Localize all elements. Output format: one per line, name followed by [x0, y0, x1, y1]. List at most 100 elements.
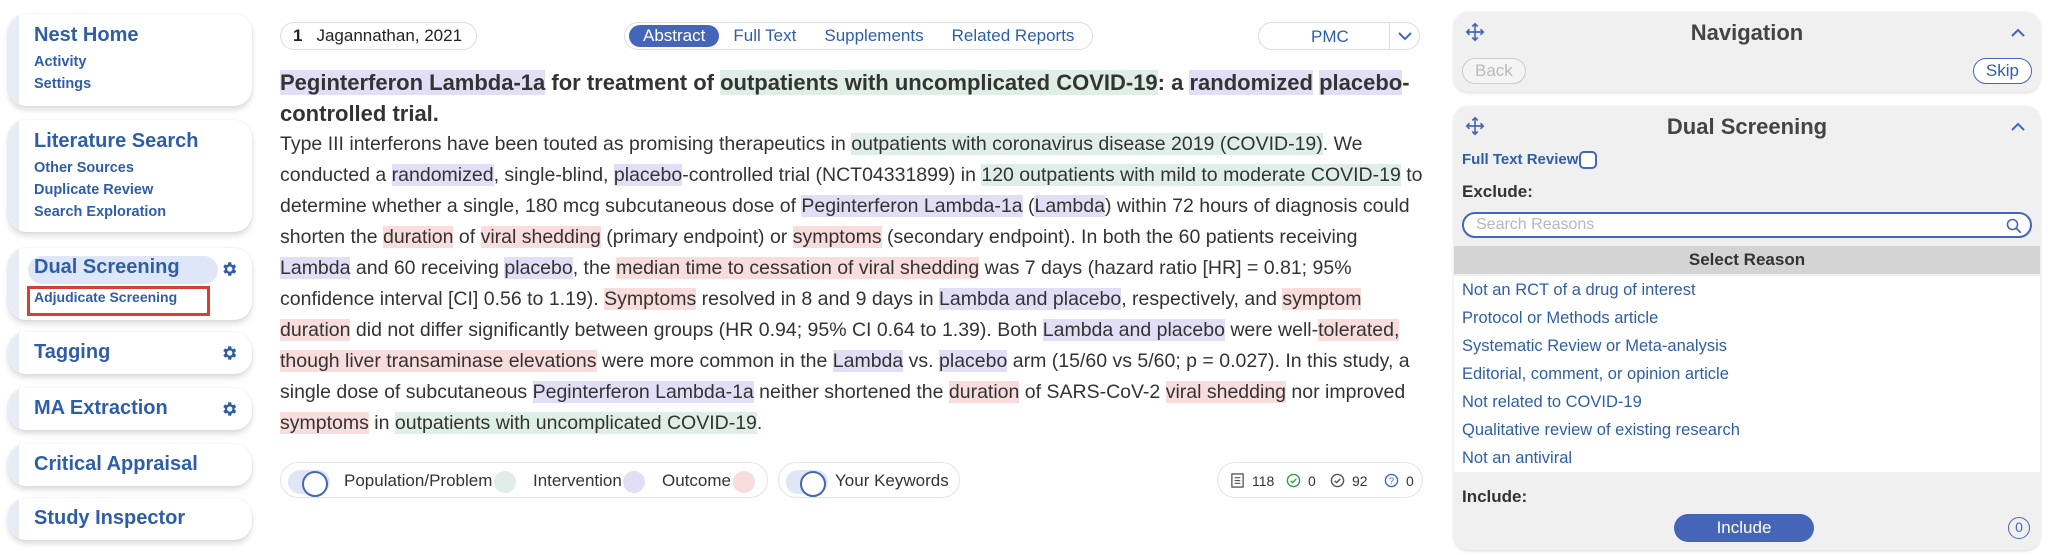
- dual-screening-card: Dual Screening Adjudicate Screening: [8, 248, 252, 320]
- nav-settings[interactable]: Settings: [34, 76, 92, 92]
- card-accent-strip: [8, 332, 19, 374]
- search-icon[interactable]: [2006, 218, 2022, 234]
- question-circle-icon: ?: [1384, 473, 1399, 488]
- legend-intervention: Intervention: [533, 471, 622, 490]
- intervention-swatch: [623, 471, 645, 493]
- exclude-reason-item[interactable]: Editorial, comment, or opinion article: [1462, 365, 1729, 383]
- outcome-highlight: Symptoms: [604, 288, 697, 310]
- nav-other-sources[interactable]: Other Sources: [34, 160, 134, 176]
- exclude-reason-item[interactable]: Not an antiviral: [1462, 449, 1573, 467]
- intervention-highlight: Lambda: [280, 257, 351, 279]
- outcome-highlight: symptoms: [792, 226, 882, 248]
- text-segment: neither shortened the: [753, 381, 949, 403]
- annotation-highlight-box: [27, 286, 210, 316]
- tab-supplements[interactable]: Supplements: [824, 26, 924, 45]
- exclude-label: Exclude:: [1462, 182, 1533, 201]
- gear-icon[interactable]: [220, 260, 238, 278]
- text-segment: (primary endpoint) or: [600, 226, 793, 248]
- text-segment: -controlled trial.: [280, 70, 1410, 126]
- tagging-card: Tagging: [8, 332, 252, 374]
- nest-home-card: Nest Home Activity Settings: [8, 14, 252, 106]
- nav-study-inspector[interactable]: Study Inspector: [34, 507, 186, 529]
- select-reason-header: Select Reason: [1454, 246, 2040, 274]
- card-accent-strip: [8, 388, 19, 430]
- chevron-up-icon[interactable]: [2008, 23, 2028, 43]
- excluded-circle-icon: [1330, 473, 1345, 488]
- tab-abstract[interactable]: Abstract: [629, 25, 720, 47]
- svg-text:?: ?: [1389, 476, 1394, 486]
- exclude-reason-item[interactable]: Protocol or Methods article: [1462, 309, 1659, 327]
- critical-appraisal-card: Critical Appraisal: [8, 444, 252, 486]
- search-reasons-input[interactable]: Search Reasons: [1462, 212, 2032, 238]
- check-circle-icon: [1286, 473, 1301, 488]
- pico-highlight-toggle[interactable]: [288, 470, 330, 497]
- navigation-panel: Navigation Back Skip: [1454, 12, 2040, 92]
- list-icon: [1231, 473, 1244, 488]
- intervention-highlight: Lambda: [832, 350, 904, 372]
- total-count: 118: [1252, 473, 1275, 489]
- text-segment: arm (15/60 vs 5/60; p = 0.027). In this …: [280, 350, 1410, 403]
- outcome-highlight: median time to cessation of viral sheddi…: [616, 257, 980, 279]
- gear-icon[interactable]: [220, 400, 238, 418]
- legend-population: Population/Problem: [344, 471, 493, 490]
- chevron-up-icon[interactable]: [2008, 117, 2028, 137]
- keywords-highlight-toggle[interactable]: [786, 470, 828, 497]
- include-button[interactable]: Include: [1674, 514, 1814, 542]
- navigation-title: Navigation: [1690, 20, 1804, 45]
- back-button[interactable]: Back: [1462, 58, 1526, 84]
- full-text-review-checkbox[interactable]: [1579, 151, 1597, 169]
- nav-dual-screening[interactable]: Dual Screening: [34, 256, 180, 278]
- population-highlight: outpatients with coronavirus disease 201…: [851, 133, 1323, 155]
- exclude-reason-list: Not an RCT of a drug of interest Protoco…: [1454, 276, 2040, 472]
- nav-adjudicate-screening[interactable]: Adjudicate Screening: [34, 289, 178, 305]
- dual-screening-title: Dual Screening: [1666, 114, 1828, 139]
- article-abstract: Type III interferons have been touted as…: [280, 129, 1425, 439]
- skip-button[interactable]: Skip: [1972, 58, 2032, 84]
- article-title: Peginterferon Lambda-1a for treatment of…: [280, 67, 1425, 129]
- tab-related-reports[interactable]: Related Reports: [951, 26, 1075, 45]
- text-segment: for treatment of: [545, 70, 721, 95]
- population-swatch: [494, 471, 516, 493]
- outcome-swatch: [733, 471, 755, 493]
- source-select[interactable]: PMC: [1258, 22, 1420, 50]
- intervention-highlight: Peginterferon Lambda-1a: [532, 381, 754, 403]
- population-highlight: 120 outpatients with mild to moderate CO…: [981, 164, 1401, 186]
- intervention-highlight: Lambda: [1034, 195, 1105, 217]
- nav-search-exploration[interactable]: Search Exploration: [34, 204, 167, 220]
- text-segment: were well-: [1224, 319, 1319, 341]
- text-segment: Type III interferons have been touted as…: [280, 133, 852, 155]
- full-text-review-label: Full Text Review: [1462, 151, 1579, 168]
- study-inspector-card: Study Inspector: [8, 498, 252, 540]
- text-segment: of: [453, 226, 481, 248]
- move-icon[interactable]: [1464, 115, 1486, 137]
- text-segment: were more common in the: [596, 350, 833, 372]
- ma-extraction-card: MA Extraction: [8, 388, 252, 430]
- nav-critical-appraisal[interactable]: Critical Appraisal: [34, 453, 198, 475]
- population-highlight: outpatients with uncomplicated COVID-19: [394, 412, 757, 434]
- dropdown-toggle[interactable]: [1389, 23, 1419, 49]
- citation-chip[interactable]: 1 Jagannathan, 2021: [280, 22, 478, 50]
- exclude-reason-item[interactable]: Not related to COVID-19: [1462, 393, 1642, 411]
- nav-ma-extraction[interactable]: MA Extraction: [34, 397, 168, 419]
- exclude-reason-item[interactable]: Systematic Review or Meta-analysis: [1462, 337, 1727, 355]
- card-accent-strip: [8, 444, 19, 486]
- nav-nest-home[interactable]: Nest Home: [34, 24, 139, 46]
- exclude-reason-item[interactable]: Qualitative review of existing research: [1462, 421, 1740, 439]
- nav-tagging[interactable]: Tagging: [34, 341, 111, 363]
- content-tabs: Abstract Full Text Supplements Related R…: [624, 22, 1094, 50]
- outcome-highlight: symptoms: [280, 412, 369, 434]
- gear-icon[interactable]: [220, 344, 238, 362]
- nav-duplicate-review[interactable]: Duplicate Review: [34, 182, 154, 198]
- tab-full-text[interactable]: Full Text: [733, 26, 797, 45]
- nav-activity[interactable]: Activity: [34, 54, 87, 70]
- intervention-highlight: Peginterferon Lambda-1a: [280, 70, 546, 95]
- text-segment: (secondary endpoint). In both the 60 pat…: [881, 226, 1358, 248]
- exclude-reason-item[interactable]: Not an RCT of a drug of interest: [1462, 281, 1696, 299]
- move-icon[interactable]: [1464, 21, 1486, 43]
- intervention-highlight: Lambda and placebo: [939, 288, 1122, 310]
- unscreened-count: 0: [1406, 473, 1414, 489]
- outcome-highlight: viral shedding: [1165, 381, 1287, 403]
- text-segment: , respectively, and: [1121, 288, 1283, 310]
- text-segment: : a: [1157, 70, 1190, 95]
- nav-literature-search[interactable]: Literature Search: [34, 130, 199, 152]
